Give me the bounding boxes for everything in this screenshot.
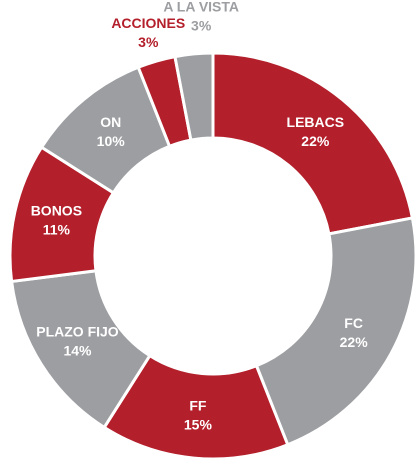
donut-slice	[254, 216, 417, 447]
slice-value-label: 22%	[301, 133, 330, 149]
slice-value-label: 10%	[97, 133, 126, 149]
slice-label: ACCIONES	[111, 15, 185, 31]
slice-value-label: 22%	[340, 334, 369, 350]
slice-label: LEBACS	[287, 114, 345, 130]
slice-value-label: 3%	[191, 18, 212, 34]
slice-label: FC	[344, 315, 363, 331]
slice-value-label: 14%	[63, 343, 92, 359]
donut-slice	[173, 51, 215, 142]
slice-value-label: 3%	[138, 34, 159, 50]
slice-value-label: 15%	[184, 416, 213, 432]
slice-label: A LA VISTA	[163, 0, 239, 15]
slice-value-label: 11%	[43, 222, 71, 238]
slice-label: PLAZO FIJO	[36, 324, 119, 340]
slice-label: BONOS	[31, 203, 82, 219]
slice-label: FF	[189, 397, 207, 413]
donut-slice	[211, 51, 415, 236]
slice-label: ON	[100, 114, 121, 130]
